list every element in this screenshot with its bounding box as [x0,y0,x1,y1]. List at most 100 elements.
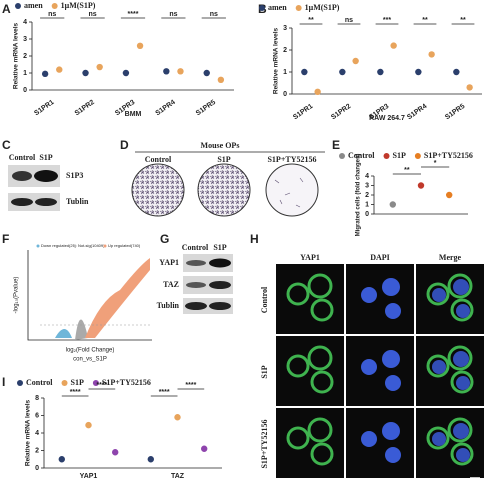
legend-swatch [103,244,107,248]
legend-label: Control [348,151,375,160]
panel-letter: H [250,232,259,246]
legend-swatch [51,3,58,9]
band [11,198,33,206]
y-axis-label: Relative mRNA levels [25,400,32,467]
axis [31,22,234,91]
panel-letter: A [2,2,11,16]
legend-label: amen [268,3,287,12]
band-label: Tublin [66,197,89,206]
significance-label: ** [308,17,314,24]
y-tick-label: 3 [365,182,369,189]
nucleus-stain [453,423,469,439]
y-tick-label: 0 [365,211,369,218]
significance-label: ** [460,17,466,24]
data-point [56,66,63,73]
data-point [201,445,208,452]
column-label: YAP1 [300,253,320,262]
blot [183,254,233,272]
x-tick-label: S1PR2 [330,103,352,122]
micrograph [346,408,414,478]
data-point [177,68,184,75]
panel-letter: E [332,138,340,152]
significance-label: **** [128,11,139,18]
nucleus-stain [385,375,401,391]
nucleus-stain [453,351,469,367]
legend-label: Not-sig(10409) [78,243,105,248]
significance-label: *** [383,17,391,24]
legend-swatch [414,153,421,159]
panel-letter: I [2,375,5,389]
significance-label: ns [345,17,353,24]
nucleus-stain [382,350,400,368]
well-texture [274,177,304,208]
y-tick-label: 2 [35,447,39,454]
band-label: Tublin [157,301,180,310]
lane-label: Control [182,243,209,252]
x-tick-label: TAZ [171,473,185,480]
cell-stain [307,345,333,371]
legend-label: 1μM(S1P) [61,1,96,10]
data-point [301,68,308,76]
row-label: Control [260,286,269,313]
nucleus-stain [385,447,401,463]
legend-label: Up regulated(740) [108,243,141,248]
y-tick-label: 3 [283,25,287,32]
band [209,302,231,310]
micrograph [276,336,344,406]
y-axis-label: Migrated cells (fold changes) [356,154,362,237]
band [35,198,57,206]
legend-swatch [36,244,40,248]
micrograph [416,408,484,478]
data-point [314,88,321,96]
significance-label: ** [422,17,428,24]
y-tick-label: 2 [283,47,287,54]
nucleus-stain [382,278,400,296]
well-image [131,163,185,217]
data-point [389,201,396,208]
significance-label: * [434,160,437,167]
x-tick-label: S1PR5 [195,99,217,118]
data-point [352,57,359,65]
panel-letter: F [2,232,9,246]
volcano-cloud [75,319,88,340]
significance-label: ns [89,11,97,18]
row-label: S1P [260,365,269,378]
band [185,302,207,310]
lane-label: S1P [39,153,52,162]
cell-stain [310,442,334,466]
legend-label: S1P [71,378,84,387]
x-tick-label: S1PR1 [292,103,314,122]
cell-stain [286,282,310,306]
panel-title: Mouse OPs [201,141,240,150]
band [12,171,32,181]
data-point [174,414,181,421]
band [209,258,231,268]
significance-label: ns [169,11,177,18]
axis [373,176,468,215]
y-tick-label: 1 [23,70,27,77]
legend-swatch [73,244,77,248]
y-tick-label: 0 [283,91,287,98]
blot [8,193,60,211]
significance-label: **** [159,389,170,396]
data-point [41,70,49,78]
cell-stain [447,417,473,443]
y-axis-label: Relative mRNA levels [273,28,280,95]
data-point [390,42,397,49]
cell-stain [307,273,333,299]
data-point [377,68,384,76]
significance-label: **** [96,382,107,389]
micrograph [416,264,484,334]
lane-label: S1P [213,243,226,252]
data-point [466,84,473,91]
panel-letter: G [160,232,169,246]
data-point [136,42,144,49]
cell-stain [426,282,450,306]
legend-label: S1P [393,151,406,160]
legend-swatch [295,5,302,11]
y-tick-label: 1 [283,69,287,76]
nucleus-stain [456,448,470,462]
legend-swatch [383,153,390,159]
band-label: YAP1 [159,258,179,267]
